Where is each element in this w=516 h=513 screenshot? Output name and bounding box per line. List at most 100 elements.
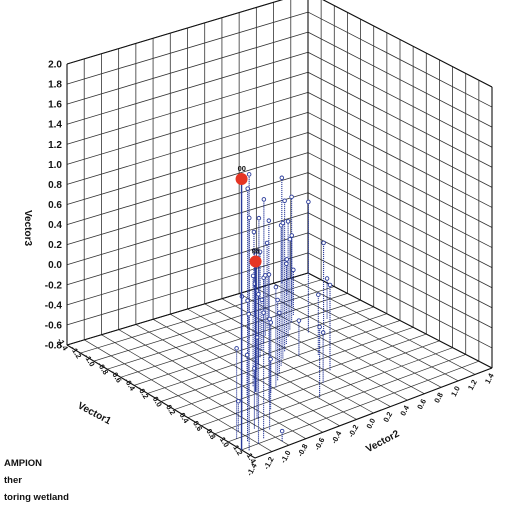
data-point	[246, 311, 251, 317]
y-tick-label: 0.2	[381, 410, 394, 423]
data-points	[234, 172, 333, 434]
data-point	[317, 324, 322, 330]
floor-line	[228, 354, 466, 443]
data-point	[256, 292, 261, 297]
y-tick-label: -0.2	[346, 423, 360, 439]
z-tick-label: -0.2	[45, 280, 63, 291]
x-tick-label: -0.4	[123, 377, 138, 393]
y-tick-label: 0.0	[364, 417, 377, 430]
z-tick-label: -0.8	[45, 341, 63, 352]
data-point	[244, 352, 250, 358]
box-frame	[66, 0, 493, 459]
data-point	[289, 233, 295, 238]
data-point	[261, 197, 267, 202]
y-tick-label: 1.2	[466, 378, 479, 391]
floor-line	[160, 320, 401, 402]
highlighted-points: 00 98	[235, 164, 262, 450]
highlight-point	[249, 255, 262, 268]
floor-line	[147, 313, 387, 394]
floor-line	[120, 299, 361, 378]
y-tick-label: 1.4	[483, 371, 496, 385]
z-tick-label: 0.8	[48, 180, 62, 191]
floor-line	[93, 286, 335, 362]
data-point	[257, 249, 263, 255]
data-point	[264, 240, 270, 246]
data-point	[282, 198, 287, 203]
y-tick-label: -0.4	[329, 429, 343, 445]
data-point	[259, 297, 265, 303]
floor-line	[187, 333, 427, 418]
data-point	[327, 282, 333, 288]
y-tick-label: -1.2	[262, 455, 276, 471]
z-tick-label: 1.2	[48, 140, 62, 151]
z-tick-label: -0.4	[45, 300, 63, 311]
frame-edge	[66, 272, 309, 346]
data-point	[247, 215, 252, 221]
data-point	[289, 194, 294, 200]
highlight-label: 00	[238, 164, 246, 173]
y-tick-label: 0.8	[432, 391, 445, 404]
y-tick-label: 0.4	[398, 403, 411, 417]
y-tick-label: -0.6	[312, 436, 326, 452]
data-point	[280, 220, 286, 226]
data-point	[268, 320, 274, 325]
data-point	[266, 272, 272, 277]
x-tick-label: -1.2	[69, 344, 83, 360]
data-point	[261, 310, 266, 315]
data-point	[246, 172, 252, 177]
data-point	[324, 276, 330, 281]
z-tick-label: -0.6	[45, 320, 63, 331]
frame-edge	[66, 344, 256, 459]
legend-line-1: AMPION	[4, 458, 42, 469]
z-tick-label: 1.4	[48, 120, 62, 131]
z-tick-label: 1.8	[48, 80, 62, 91]
frame-edge	[66, 0, 284, 65]
y-tick-label: -0.8	[296, 442, 310, 458]
data-point	[316, 292, 321, 297]
x-tick-label: -0.6	[109, 369, 123, 385]
highlight-point	[235, 172, 248, 185]
data-point	[251, 229, 257, 235]
data-point	[245, 298, 250, 303]
data-stems	[236, 174, 331, 451]
frame-edge	[322, 0, 493, 88]
frame-edge	[254, 367, 493, 459]
floor-line	[241, 360, 479, 451]
data-point	[279, 428, 285, 434]
data-point	[273, 284, 279, 290]
z-axis-title: Vector3	[22, 210, 33, 247]
data-point	[291, 267, 296, 273]
data-point	[287, 236, 293, 242]
data-point	[268, 356, 273, 362]
data-point	[252, 249, 257, 254]
data-point	[277, 310, 282, 316]
data-point	[306, 199, 311, 205]
z-tick-label: 1.0	[48, 160, 62, 171]
data-point	[279, 175, 285, 181]
z-tick-label: 0.2	[48, 240, 62, 251]
x-axis-title: Vector1	[76, 400, 113, 427]
x-tick-label: -1.0	[82, 352, 96, 368]
z-tick-label: 2.0	[48, 60, 62, 71]
floor-line	[80, 279, 322, 354]
data-point	[296, 318, 302, 323]
back-walls-grid	[66, 0, 493, 369]
frame-edge	[307, 272, 493, 369]
data-point	[245, 186, 250, 191]
data-point	[256, 215, 262, 221]
data-point	[275, 297, 280, 303]
y-tick-label: 0.6	[415, 397, 428, 410]
data-point	[250, 273, 256, 279]
data-point	[285, 219, 291, 224]
z-tick-label: 0.4	[48, 220, 62, 231]
floor-line	[134, 306, 374, 386]
y-tick-label: 1.0	[449, 385, 462, 398]
data-point	[321, 240, 326, 246]
z-tick-label: 1.6	[48, 100, 62, 111]
x-tick-label: -0.8	[96, 361, 110, 377]
data-point	[320, 330, 326, 335]
z-tick-label: 0.0	[48, 260, 62, 271]
highlight-label: 98	[252, 246, 260, 255]
